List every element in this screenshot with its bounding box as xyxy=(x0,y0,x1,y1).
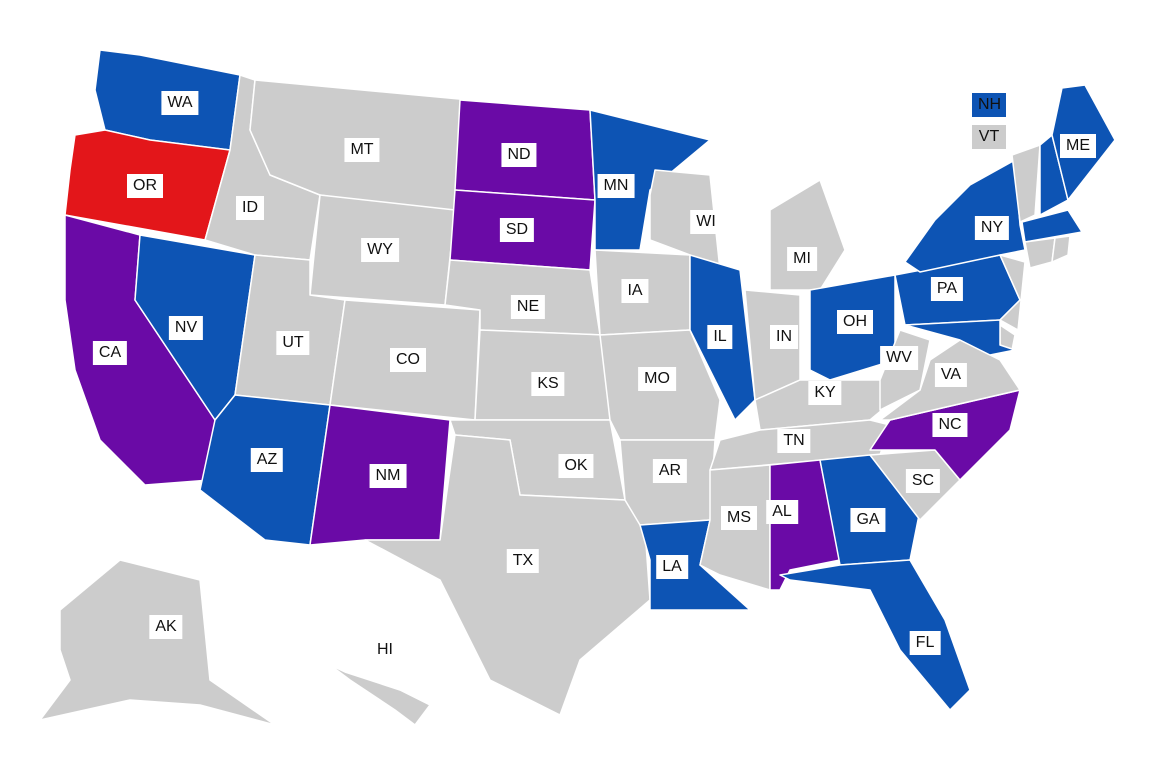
state-label-ne: NE xyxy=(510,295,546,319)
state-label-nm: NM xyxy=(369,464,407,488)
state-label-mo: MO xyxy=(638,367,676,391)
state-ny xyxy=(904,159,1026,273)
state-label-al: AL xyxy=(766,500,798,524)
state-fl xyxy=(779,559,971,711)
state-label-in: IN xyxy=(770,325,798,349)
state-label-mn: MN xyxy=(597,174,635,198)
legend-label: VT xyxy=(978,128,1000,145)
state-md xyxy=(904,319,1016,356)
state-label-wy: WY xyxy=(361,238,399,262)
state-label-ms: MS xyxy=(721,506,757,530)
state-vt xyxy=(1011,144,1041,223)
state-label-sc: SC xyxy=(905,469,941,493)
state-label-or: OR xyxy=(127,174,163,198)
state-label-nv: NV xyxy=(168,316,204,340)
state-label-ia: IA xyxy=(621,279,649,303)
state-label-oh: OH xyxy=(837,310,873,334)
state-label-il: IL xyxy=(707,325,733,349)
state-ct xyxy=(1024,237,1056,269)
legend-nh: NH xyxy=(972,93,1006,117)
state-label-id: ID xyxy=(236,196,264,220)
state-label-az: AZ xyxy=(250,448,284,472)
state-label-ny: NY xyxy=(974,216,1010,240)
state-label-ks: KS xyxy=(531,372,565,396)
state-label-me: ME xyxy=(1060,134,1096,158)
state-label-sd: SD xyxy=(499,218,535,242)
state-mi xyxy=(769,179,846,291)
state-tx xyxy=(364,434,651,716)
legend-vt: VT xyxy=(972,125,1006,149)
state-label-wa: WA xyxy=(161,91,199,115)
state-ak xyxy=(39,559,276,726)
state-label-ga: GA xyxy=(850,508,886,532)
state-label-wv: WV xyxy=(880,346,918,370)
state-nj xyxy=(999,254,1026,331)
state-label-ut: UT xyxy=(276,331,310,355)
state-label-ca: CA xyxy=(92,341,128,365)
state-label-ok: OK xyxy=(558,454,594,478)
state-label-pa: PA xyxy=(930,277,964,301)
state-label-va: VA xyxy=(934,363,968,387)
state-label-fl: FL xyxy=(909,631,941,655)
state-label-nd: ND xyxy=(501,143,537,167)
state-label-la: LA xyxy=(656,555,688,579)
state-ri xyxy=(1051,235,1071,263)
state-label-ak: AK xyxy=(149,615,183,639)
state-label-tx: TX xyxy=(506,549,540,573)
state-hi xyxy=(329,664,431,726)
state-label-mt: MT xyxy=(344,138,380,162)
state-label-co: CO xyxy=(390,348,426,372)
state-label-hi: HI xyxy=(371,638,399,662)
state-ma xyxy=(1021,209,1083,243)
state-label-ky: KY xyxy=(808,381,842,405)
state-label-mi: MI xyxy=(787,247,817,271)
legend-label: NH xyxy=(978,96,1002,113)
state-label-nc: NC xyxy=(932,413,968,437)
state-label-tn: TN xyxy=(777,429,811,453)
state-mn xyxy=(589,109,711,251)
state-label-wi: WI xyxy=(690,210,722,234)
state-label-ar: AR xyxy=(652,459,688,483)
